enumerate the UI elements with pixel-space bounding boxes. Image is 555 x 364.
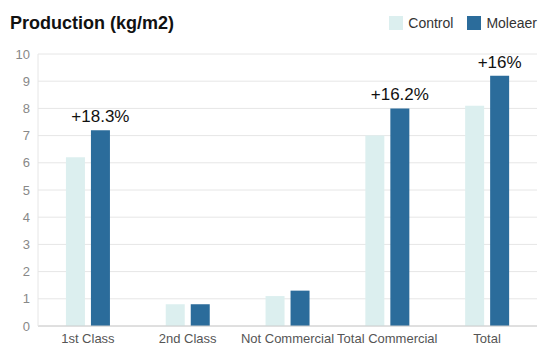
html-text:Moleaer: Moleaer [486, 15, 537, 31]
svg-text:+16.2%: +16.2% [371, 85, 429, 104]
svg-text:2nd Class: 2nd Class [159, 331, 217, 346]
svg-text:3: 3 [23, 237, 30, 252]
svg-text:1: 1 [23, 291, 30, 306]
svg-text:Not Commercial: Not Commercial [241, 331, 334, 346]
svg-text:9: 9 [23, 74, 30, 89]
svg-text:1st Class: 1st Class [61, 331, 115, 346]
svg-text:2: 2 [23, 264, 30, 279]
svg-text:4: 4 [23, 210, 30, 225]
html-text:Production (kg/m2): Production (kg/m2) [10, 12, 174, 33]
svg-text:+18.3%: +18.3% [71, 107, 129, 126]
html-text:Control: Control [408, 15, 454, 31]
svg-text:5: 5 [23, 183, 30, 198]
svg-text:+16%: +16% [478, 53, 522, 72]
svg-text:8: 8 [23, 101, 30, 116]
svg-text:7: 7 [23, 128, 30, 143]
svg-text:6: 6 [23, 155, 30, 170]
svg-text:10: 10 [16, 47, 30, 62]
svg-text:0: 0 [23, 319, 30, 334]
svg-text:Total Commercial: Total Commercial [337, 331, 438, 346]
svg-text:Total: Total [473, 331, 501, 346]
